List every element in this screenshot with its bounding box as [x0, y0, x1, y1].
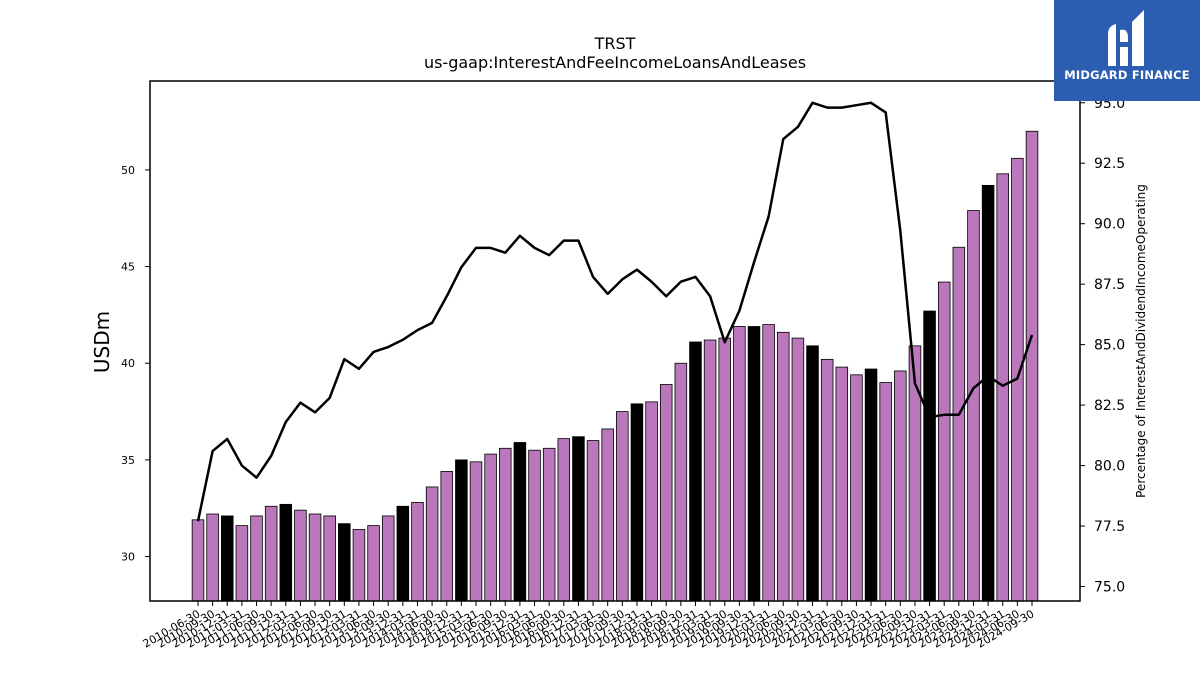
bar-2016-06-30 — [542, 447, 556, 602]
line-group — [196, 101, 1034, 522]
bar-2010-09-30 — [206, 513, 219, 602]
bar-2019-09-30 — [733, 326, 746, 602]
percentage-line — [196, 101, 1034, 522]
bar-2024-09-30 — [1025, 130, 1039, 602]
bar-2020-12-31 — [806, 345, 819, 602]
bar-2017-09-30 — [616, 411, 629, 602]
y2-tick-label: 82.5 — [1094, 398, 1125, 414]
y2-tick-label: 75.0 — [1094, 579, 1125, 595]
bar-2020-06-30 — [777, 331, 790, 602]
bar-2019-06-30 — [718, 337, 731, 602]
bar-2014-06-30 — [425, 486, 439, 602]
bars-group — [191, 130, 1039, 602]
y-axis-label: USDm — [90, 311, 114, 373]
bar-2017-06-30 — [601, 428, 614, 602]
bar-2014-12-31 — [455, 459, 468, 602]
bar-2020-03-31 — [762, 324, 775, 602]
plot-frame — [149, 80, 1081, 602]
chart-subtitle: us-gaap:InterestAndFeeIncomeLoansAndLeas… — [424, 53, 806, 72]
bar-2019-12-31 — [747, 326, 761, 602]
left-axis-ticks: 30 35 40 45 50 — [121, 164, 150, 564]
bar-2021-03-31 — [820, 358, 834, 602]
bar-2020-09-30 — [791, 337, 805, 602]
x-axis-ticks: 2010-06-302010-09-302010-12-312011-03-31… — [141, 601, 1037, 651]
y2-tick-label: 85.0 — [1094, 338, 1125, 354]
chart-title: TRST — [594, 34, 636, 53]
bar-2021-12-31 — [864, 368, 878, 602]
bar-2014-09-30 — [440, 471, 453, 602]
y-tick-label: 40 — [121, 357, 135, 370]
bar-2021-09-30 — [850, 374, 863, 602]
bar-2011-12-31 — [279, 503, 293, 602]
y2-tick-label: 92.5 — [1094, 156, 1125, 172]
bar-2015-03-31 — [469, 461, 483, 602]
bar-2017-03-31 — [586, 440, 600, 602]
bar-2015-09-30 — [499, 447, 512, 602]
bar-2015-06-30 — [484, 453, 497, 602]
y2-tick-label: 90.0 — [1094, 217, 1125, 233]
bar-2018-03-31 — [645, 401, 658, 602]
bar-2016-09-30 — [557, 438, 571, 602]
midgard-logo-icon — [1108, 10, 1144, 67]
bar-2014-03-31 — [411, 502, 424, 602]
bar-2018-06-30 — [659, 384, 673, 602]
bar-2023-06-30 — [952, 246, 966, 602]
bar-2017-12-31 — [630, 403, 644, 602]
bar-2011-06-30 — [250, 515, 263, 602]
y-tick-label: 50 — [121, 164, 135, 177]
bar-2012-09-30 — [323, 515, 336, 602]
bar-2012-06-30 — [308, 513, 322, 602]
bar-2023-03-31 — [937, 281, 951, 602]
y2-tick-label: 80.0 — [1094, 459, 1125, 475]
bar-2019-03-31 — [703, 339, 717, 602]
logo-text: MIDGARD FINANCE — [1064, 68, 1190, 82]
bar-2021-06-30 — [835, 366, 849, 602]
y2-tick-label: 87.5 — [1094, 277, 1125, 293]
bar-2023-12-31 — [981, 184, 995, 602]
bar-2024-03-31 — [996, 173, 1009, 602]
right-axis-ticks: 75.077.580.082.585.087.590.092.595.0 — [1080, 96, 1125, 595]
bar-2022-12-31 — [923, 310, 936, 602]
bar-2016-12-31 — [572, 436, 585, 602]
bar-2013-06-30 — [367, 525, 380, 602]
y-tick-label: 45 — [121, 261, 135, 274]
bar-2010-12-31 — [221, 515, 234, 602]
bar-2012-03-31 — [294, 509, 307, 602]
bar-2016-03-31 — [528, 449, 541, 602]
bar-2012-12-31 — [338, 523, 351, 602]
bar-2022-06-30 — [894, 370, 907, 602]
bar-2018-12-31 — [689, 341, 702, 602]
bar-2013-09-30 — [381, 515, 395, 602]
bar-2015-12-31 — [513, 442, 527, 602]
bar-2023-09-30 — [967, 210, 980, 602]
bar-2013-03-31 — [352, 529, 366, 602]
brand-logo: MIDGARD FINANCE — [1054, 0, 1200, 101]
y-tick-label: 30 — [121, 551, 135, 564]
y2-axis-label: Percentage of InterestAndDividendIncomeO… — [1134, 184, 1148, 498]
bar-2022-03-31 — [879, 382, 892, 602]
y2-tick-label: 77.5 — [1094, 519, 1125, 535]
bar-2011-09-30 — [264, 505, 278, 602]
bar-2010-06-30 — [191, 519, 205, 602]
bar-2018-09-30 — [674, 362, 688, 602]
y-tick-label: 35 — [121, 454, 135, 467]
bar-2013-12-31 — [396, 505, 410, 602]
bar-2011-03-31 — [235, 525, 249, 602]
